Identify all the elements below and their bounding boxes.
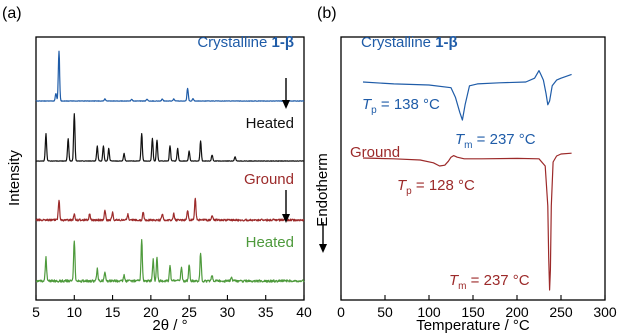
panel-a-traces [35,50,305,283]
panel-b-xtick-label: 0 [337,304,345,320]
tp-ground-annotation: Tp = 128 °C [397,177,475,197]
panel-b: 0 50 100 150 200 250 300 Endotherm Temperature… [314,34,617,334]
panel-b-xtick-label: 100 [417,304,441,320]
xrd-trace-2 [35,113,305,162]
panel-b-xtick-label: 150 [461,304,485,320]
panel-a-xtick-label: 25 [181,304,197,320]
panel-b-xticks: 0 50 100 150 200 250 300 [337,295,617,320]
tm-crystalline-annotation: Tm = 237 °C [455,131,536,151]
arrow-crystalline-to-heated [282,78,290,109]
xrd-series-2 [35,113,305,162]
arrow-ground-to-heated [282,190,290,223]
panel-b-xtick-label: 300 [593,304,617,320]
dsc-trace-1 [362,69,572,121]
panel-b-xtick-label: 250 [549,304,573,320]
panel-a-xtick-label: 10 [66,304,82,320]
heated-xrd-label: Heated [246,115,294,132]
xrd-series-3 [35,197,305,222]
dsc-trace-2 [362,152,572,291]
panel-a: 5 10 15 20 25 30 35 40 Intensity 2θ / ° Crystal… [6,34,312,334]
panel-a-xtick-label: 40 [296,304,312,320]
xrd-trace-3 [35,197,305,222]
panel-b-xlabel: Temperature / °C [416,317,530,334]
ground-dsc-label: Ground [350,144,400,161]
ground-xrd-label: Ground [244,171,294,188]
panel-b-xtick-label: 200 [505,304,529,320]
panel-a-xtick-label: 15 [105,304,121,320]
crystalline-dsc-label: Crystalline 1-β [361,34,458,51]
crystalline-xrd-label: Crystalline 1-β [197,34,294,51]
xrd-trace-1 [35,50,305,102]
panel-a-plot-frame [35,36,305,301]
panel-a-xticks: 5 10 15 20 25 30 35 40 [32,295,312,320]
xrd-trace-4 [35,239,305,283]
panel-a-ylabel: Intensity [6,150,23,206]
panel-b-label: (b) [317,5,337,22]
panel-b-traces [362,69,572,291]
endotherm-arrow [319,222,327,253]
panel-a-xtick-label: 35 [258,304,274,320]
panel-a-xtick-label: 20 [143,304,159,320]
panel-a-xtick-label: 5 [32,304,40,320]
xrd-series-4 [35,239,305,283]
tm-ground-annotation: Tm = 237 °C [449,272,530,292]
panel-b-ylabel: Endotherm [314,153,331,226]
panel-a-label: (a) [2,5,22,22]
xrd-series-1 [35,50,305,102]
panel-a-xtick-label: 30 [220,304,236,320]
panel-a-xlabel: 2θ / ° [152,317,187,334]
tp-crystalline-annotation: Tp = 138 °C [362,96,440,116]
heated-ground-xrd-label: Heated [246,234,294,251]
panel-b-xtick-label: 50 [377,304,393,320]
